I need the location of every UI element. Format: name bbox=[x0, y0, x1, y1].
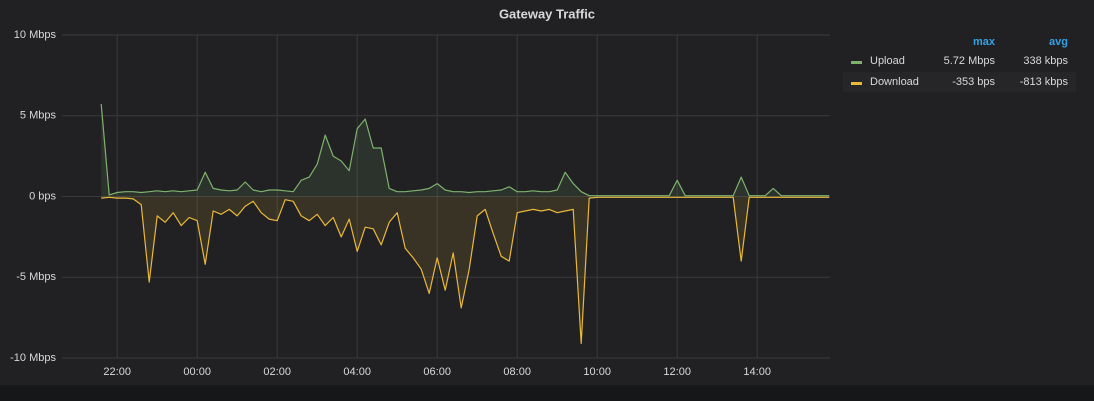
legend: max avg Upload 5.72 Mbps 338 kbps Download -35… bbox=[843, 36, 1076, 92]
x-tick-label: 10:00 bbox=[583, 366, 611, 378]
x-tick-label: 06:00 bbox=[423, 366, 451, 378]
lines bbox=[100, 104, 830, 345]
areas bbox=[101, 104, 830, 344]
y-tick-label: 5 Mbps bbox=[20, 110, 57, 122]
x-tick-label: 22:00 bbox=[103, 366, 131, 378]
y-tick-label: -5 Mbps bbox=[16, 271, 56, 283]
legend-value: -813 kbps bbox=[1020, 76, 1069, 88]
legend-value: 5.72 Mbps bbox=[944, 55, 996, 67]
x-tick-label: 04:00 bbox=[343, 366, 371, 378]
legend-header[interactable]: max bbox=[973, 36, 996, 48]
panel-background bbox=[0, 0, 1094, 385]
y-tick-label: 10 Mbps bbox=[14, 29, 57, 41]
series-line bbox=[101, 196, 830, 345]
x-tick-label: 12:00 bbox=[663, 366, 691, 378]
y-tick-label: 0 bps bbox=[29, 190, 56, 202]
series-line bbox=[100, 104, 830, 197]
panel-title: Gateway Traffic bbox=[499, 6, 595, 21]
x-tick-label: 08:00 bbox=[503, 366, 531, 378]
legend-value: 338 kbps bbox=[1023, 55, 1068, 67]
y-tick-label: -10 Mbps bbox=[10, 352, 56, 364]
series-area bbox=[101, 196, 830, 344]
legend-row-background bbox=[843, 72, 1076, 92]
legend-header[interactable]: avg bbox=[1049, 36, 1068, 48]
legend-swatch bbox=[851, 82, 862, 85]
x-tick-label: 02:00 bbox=[263, 366, 291, 378]
grid bbox=[62, 34, 830, 359]
legend-label[interactable]: Download bbox=[870, 76, 919, 88]
x-tick-label: 14:00 bbox=[743, 366, 771, 378]
legend-value: -353 bps bbox=[952, 76, 995, 88]
legend-swatch bbox=[851, 61, 862, 64]
x-tick-label: 00:00 bbox=[183, 366, 211, 378]
axis-labels: 10 Mbps 5 Mbps 0 bps -5 Mbps -10 Mbps 22:00 00… bbox=[10, 29, 771, 378]
legend-label[interactable]: Upload bbox=[870, 55, 905, 67]
